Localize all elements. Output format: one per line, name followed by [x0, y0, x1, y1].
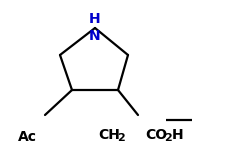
Text: 2: 2 — [117, 133, 125, 143]
Text: H: H — [89, 12, 101, 26]
Text: Ac: Ac — [18, 130, 37, 144]
Text: 2: 2 — [164, 133, 172, 143]
Text: CH: CH — [98, 128, 120, 142]
Text: N: N — [89, 29, 101, 43]
Text: CO: CO — [145, 128, 167, 142]
Text: H: H — [172, 128, 184, 142]
